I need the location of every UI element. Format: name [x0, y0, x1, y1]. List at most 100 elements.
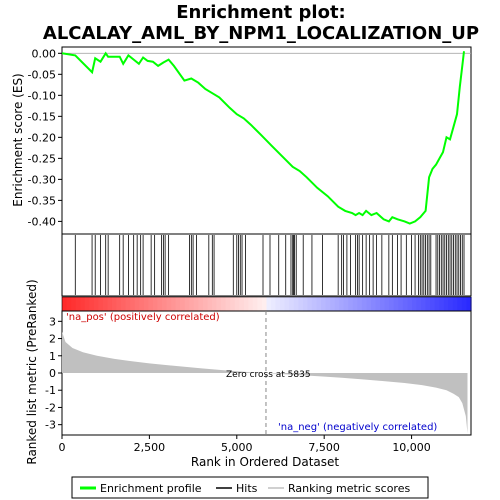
colorbar-strip — [71, 297, 77, 311]
metric-y-tick-label: 2 — [49, 333, 56, 346]
colorbar-strip — [443, 297, 449, 311]
colorbar-strip — [398, 297, 404, 311]
colorbar-strip — [366, 297, 372, 311]
colorbar-strip — [402, 297, 408, 311]
colorbar-strip — [252, 297, 259, 311]
colorbar-strip — [148, 297, 154, 311]
colorbar-strip — [321, 297, 327, 311]
colorbar-strip — [393, 297, 399, 311]
es-y-tick-label: -0.20 — [28, 131, 56, 144]
es-ylabel: Enrichment score (ES) — [11, 73, 25, 206]
metric-ylabel: Ranked list metric (PreRanked) — [25, 279, 39, 464]
es-y-tick-label: -0.15 — [28, 110, 56, 123]
colorbar-strip — [371, 297, 377, 311]
colorbar-strip — [139, 297, 145, 311]
colorbar-strip — [316, 297, 322, 311]
legend-enrichment-label: Enrichment profile — [100, 482, 202, 495]
colorbar-strip — [430, 297, 436, 311]
es-y-tick-label: -0.05 — [28, 68, 56, 81]
x-axis-label: Rank in Ordered Dataset — [191, 455, 339, 469]
colorbar-strip — [130, 297, 136, 311]
hits-panel-frame — [61, 233, 472, 297]
colorbar-strip — [411, 297, 418, 311]
colorbar-strip — [207, 297, 213, 311]
colorbar-strip — [452, 297, 458, 311]
title-line-1: Enrichment plot: — [176, 2, 346, 23]
colorbar-strip — [416, 297, 422, 311]
metric-y-tick-label: -3 — [45, 419, 56, 432]
colorbar-strip — [107, 297, 113, 311]
colorbar-strip — [375, 297, 381, 311]
metric-y-tick-label: 3 — [49, 315, 56, 328]
colorbar-strip — [325, 297, 331, 311]
x-tick-label: 10,000 — [392, 441, 431, 454]
colorbar-strip — [339, 297, 345, 311]
colorbar-strip — [75, 297, 81, 311]
colorbar-strip — [407, 297, 413, 311]
es-y-tick-label: -0.30 — [28, 173, 56, 186]
title-line-2: ALCALAY_AML_BY_NPM1_LOCALIZATION_UP — [43, 23, 479, 44]
colorbar-strip — [221, 297, 227, 311]
colorbar-strip — [421, 297, 427, 311]
colorbar-strip — [121, 297, 127, 311]
x-tick-label: 2,500 — [134, 441, 166, 454]
colorbar-strip — [225, 297, 231, 311]
colorbar-strip — [216, 297, 222, 311]
hits-panel — [61, 233, 472, 297]
colorbar-strip — [466, 297, 472, 311]
colorbar-strip — [157, 297, 163, 311]
colorbar-strip — [198, 297, 204, 311]
colorbar-strip — [62, 297, 68, 311]
colorbar-strip — [461, 297, 468, 311]
colorbar-strip — [93, 297, 99, 311]
colorbar-strip — [202, 297, 209, 311]
colorbar-strip — [102, 297, 109, 311]
colorbar-strip — [425, 297, 431, 311]
colorbar-strip — [348, 297, 354, 311]
colorbar-strip — [211, 297, 218, 311]
colorbar-strip — [89, 297, 95, 311]
es-y-tick-label: -0.40 — [28, 215, 56, 228]
x-tick-label: 5,000 — [221, 441, 253, 454]
es-y-tick-label: -0.35 — [28, 194, 56, 207]
colorbar-strip — [152, 297, 159, 311]
colorbar-strip — [311, 297, 318, 311]
metric-y-tick-label: -1 — [45, 384, 56, 397]
colorbar-strip — [189, 297, 195, 311]
es-panel: 0.00 -0.05 -0.10 -0.15 -0.20 -0.25 -0.30 -0.35 -… — [28, 46, 472, 235]
colorbar-strip — [184, 297, 190, 311]
colorbar-strip — [180, 297, 186, 311]
pos-label: 'na_pos' (positively correlated) — [66, 312, 220, 323]
colorbar-strip — [289, 297, 295, 311]
colorbar-strip — [384, 297, 390, 311]
metric-panel: 3 2 1 0 -1 -2 -3 'na_pos' (positively correlat… — [45, 310, 472, 436]
rank-colorbar — [61, 296, 472, 312]
colorbar-strip — [334, 297, 340, 311]
colorbar-strip — [66, 297, 72, 311]
colorbar-strip — [230, 297, 236, 311]
colorbar-strip — [298, 297, 304, 311]
colorbar-strip — [357, 297, 363, 311]
colorbar-strip — [293, 297, 299, 311]
colorbar-strip — [161, 297, 168, 311]
colorbar-strip — [84, 297, 90, 311]
colorbar-strip — [243, 297, 249, 311]
legend-metric-label: Ranking metric scores — [288, 482, 410, 495]
es-y-tick-label: 0.00 — [32, 47, 57, 60]
colorbar-strip — [143, 297, 149, 311]
colorbar-strip — [80, 297, 86, 311]
colorbar-strip — [361, 297, 368, 311]
colorbar-strip — [248, 297, 254, 311]
colorbar-strip — [307, 297, 313, 311]
colorbar-strip — [271, 297, 277, 311]
legend: Enrichment profile Hits Ranking metric s… — [71, 476, 429, 499]
colorbar-strip — [111, 297, 118, 311]
enrichment-profile-line — [61, 51, 465, 225]
colorbar-strip — [193, 297, 199, 311]
x-tick-label: 0 — [59, 441, 66, 454]
colorbar-strip — [125, 297, 131, 311]
colorbar-strip — [457, 297, 463, 311]
metric-y-tick-label: -2 — [45, 401, 56, 414]
metric-y-tick-label: 1 — [49, 350, 56, 363]
colorbar-strip — [434, 297, 440, 311]
